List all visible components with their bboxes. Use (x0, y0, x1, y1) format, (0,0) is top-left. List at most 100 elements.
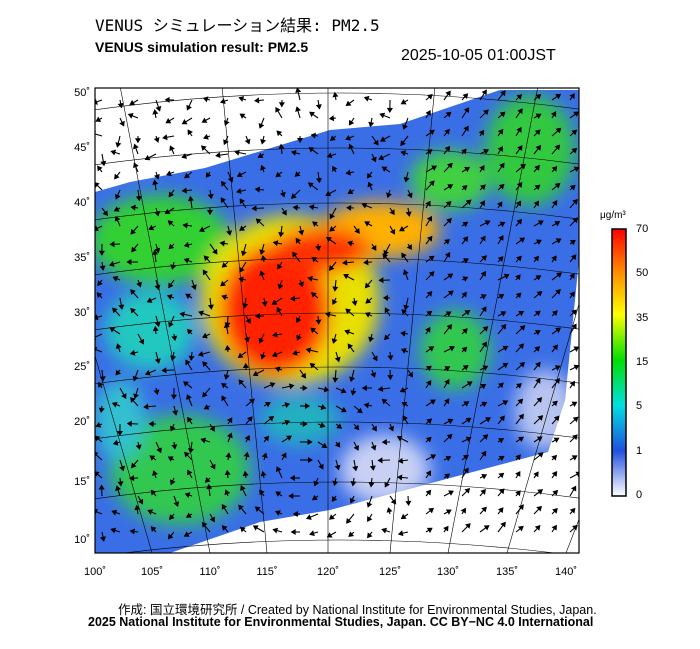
wind-arrow-head (315, 319, 322, 325)
wind-arrow-head (535, 275, 542, 281)
wind-arrow-head (281, 209, 287, 216)
wind-arrow-head (444, 366, 451, 372)
wind-arrow-head (460, 507, 466, 514)
wind-arrow-head (290, 149, 297, 156)
wind-arrow-head (206, 210, 214, 216)
wind-arrow-head (259, 489, 265, 496)
wind-arrow-head (130, 228, 137, 235)
wind-arrow-head (119, 120, 125, 127)
wind-arrow-head (127, 113, 134, 119)
wind-arrow-head (143, 403, 149, 410)
wind-arrow-head (223, 139, 229, 146)
wind-arrow-head (238, 504, 244, 511)
wind-arrow-head (386, 507, 393, 513)
wind-arrow-head (220, 197, 227, 204)
wind-arrow-head (482, 326, 489, 332)
wind-arrow-head (386, 107, 393, 113)
wind-arrow-head (171, 335, 178, 342)
wind-arrow-head (550, 111, 557, 118)
wind-arrow-head (169, 425, 176, 432)
wind-arrow-head (480, 489, 486, 495)
wind-arrow-head (381, 166, 388, 172)
parallel-line (121, 539, 557, 553)
wind-arrow-head (552, 310, 558, 317)
wind-arrow-head (397, 474, 403, 481)
wind-arrow-head (315, 104, 322, 110)
wind-arrow-head (167, 456, 174, 462)
wind-arrow-head (480, 383, 487, 390)
wind-arrow-head (463, 258, 469, 264)
wind-arrow-head (516, 218, 523, 225)
wind-arrow-head (152, 470, 158, 476)
wind-arrow-head (146, 297, 153, 303)
wind-arrow-head (150, 526, 157, 532)
wind-arrow-head (271, 299, 278, 305)
wind-arrow-head (444, 128, 450, 135)
wind-arrow-head (309, 111, 315, 118)
wind-arrow-head (463, 107, 470, 113)
wind-arrow-head (276, 466, 282, 473)
wind-arrow-head (461, 291, 467, 298)
wind-arrow-head (305, 514, 312, 520)
wind-arrow-head (277, 283, 284, 290)
wind-arrow-head (348, 143, 355, 150)
wind-arrow-head (348, 119, 355, 126)
colorbar-tick: 15 (636, 356, 649, 368)
wind-arrow-head (334, 441, 341, 448)
wind-arrow-head (402, 269, 409, 276)
wind-arrow-head (464, 166, 471, 173)
lon-label: 120˚ (316, 566, 340, 578)
wind-arrow-head (292, 204, 298, 211)
wind-arrow-head (137, 498, 144, 505)
lat-label: 25˚ (74, 361, 90, 373)
wind-arrow-head (446, 324, 453, 330)
wind-arrow-head (132, 375, 139, 382)
wind-arrow-head (499, 162, 505, 169)
wind-arrow-head (99, 265, 106, 271)
wind-arrow-head (345, 169, 351, 176)
wind-arrow-head (201, 117, 208, 123)
wind-arrow-head (220, 383, 227, 389)
colorbar-unit: μg/m³ (600, 210, 626, 221)
wind-arrow-head (130, 462, 137, 469)
wind-arrow-head (162, 134, 168, 141)
wind-arrow-head (186, 104, 192, 111)
wind-arrow-head (551, 524, 557, 531)
wind-arrow-head (426, 418, 433, 425)
wind-arrow-head (206, 483, 213, 490)
wind-arrow-head (332, 286, 339, 292)
wind-arrow-head (370, 372, 377, 378)
wind-arrow-head (349, 497, 356, 504)
wind-arrow-head (121, 393, 127, 400)
wind-arrow-head (334, 356, 341, 363)
wind-arrow-head (340, 406, 347, 413)
wind-arrow-head (499, 221, 506, 228)
wind-arrow-head (244, 336, 250, 343)
wind-arrow-head (517, 525, 524, 532)
wind-arrow-head (570, 485, 577, 492)
wind-arrow-head (447, 290, 454, 296)
wind-arrow-head (198, 310, 204, 317)
wind-arrow-head (144, 154, 151, 161)
meridian-line (221, 88, 268, 553)
wind-arrow-head (555, 289, 561, 295)
wind-arrow-head (401, 401, 408, 408)
wind-arrow-head (130, 289, 136, 295)
wind-arrow-head (353, 424, 360, 431)
wind-arrow-head (183, 257, 190, 264)
wind-arrow-head (325, 236, 332, 243)
wind-arrow-head (275, 491, 282, 497)
wind-arrow-head (312, 221, 318, 227)
wind-arrow-head (361, 385, 367, 392)
wind-arrow-head (480, 235, 486, 242)
wind-arrow-head (117, 102, 124, 109)
wind-arrow-head (209, 516, 215, 523)
wind-arrow-head (182, 222, 188, 229)
wind-arrow-head (171, 444, 178, 450)
wind-arrow-head (150, 489, 157, 496)
wind-arrow-head (343, 273, 350, 280)
wind-arrow-head (534, 184, 541, 191)
wind-arrow-head (373, 139, 379, 146)
wind-arrow-head (447, 273, 454, 279)
wind-arrow-head (497, 256, 504, 262)
